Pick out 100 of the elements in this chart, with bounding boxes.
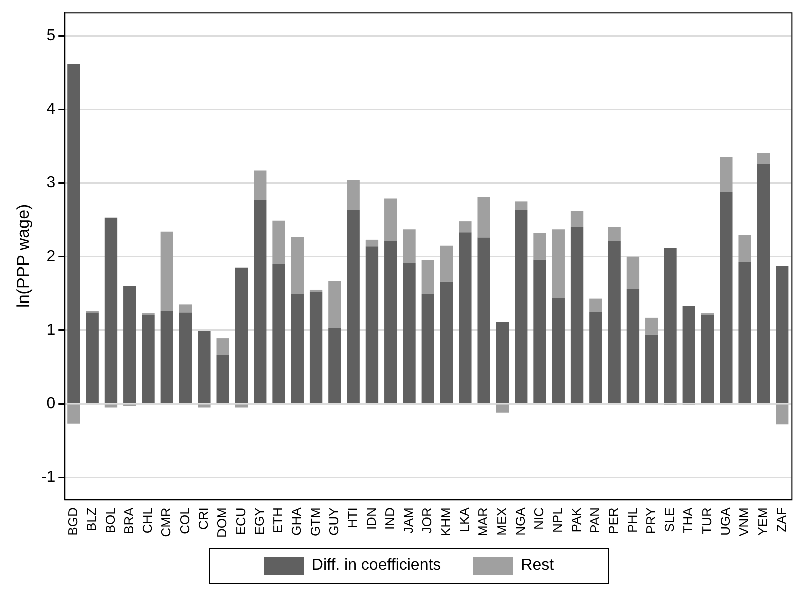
x-tick-label: UGA — [718, 507, 733, 536]
bar — [440, 282, 454, 404]
bar — [124, 286, 136, 404]
bar — [328, 328, 342, 404]
x-tick-label: YEM — [755, 508, 770, 536]
x-tick-label: NIC — [532, 508, 547, 530]
bar — [776, 404, 789, 425]
bar — [608, 241, 621, 404]
bar — [366, 240, 379, 247]
bar — [478, 238, 490, 404]
x-tick-label: KHM — [438, 508, 454, 537]
x-tick-label: DOM — [214, 508, 230, 538]
bar — [626, 289, 640, 404]
bar — [347, 180, 360, 211]
bar — [86, 312, 99, 404]
bar — [738, 262, 752, 404]
x-tick-label: MEX — [494, 507, 510, 536]
bar — [608, 227, 621, 242]
bar — [216, 355, 230, 404]
x-tick-label: IND — [382, 508, 398, 530]
bar — [104, 218, 118, 404]
x-tick-label: GTM — [308, 508, 323, 537]
x-tick-label: GHA — [289, 507, 304, 536]
bar — [570, 211, 584, 228]
x-tick-label: MAR — [476, 508, 491, 537]
y-tick-label: -1 — [41, 469, 56, 486]
bar — [757, 164, 770, 404]
bar — [384, 198, 398, 242]
bar — [552, 230, 565, 298]
bar — [291, 237, 304, 294]
x-tick-label: PAN — [588, 508, 603, 534]
x-tick-label: THA — [680, 507, 696, 534]
x-tick-label: GUY — [326, 507, 342, 536]
bar — [422, 260, 434, 294]
bar — [179, 304, 192, 313]
bar — [682, 306, 696, 404]
x-tick-label: BGD — [66, 508, 81, 536]
bar — [160, 232, 174, 312]
bar — [422, 294, 434, 404]
x-tick-label: CMR — [158, 508, 174, 538]
y-axis-title: ln(PPP wage) — [14, 204, 33, 308]
x-tick-label: BOL — [102, 508, 118, 534]
x-tick-label: ETH — [270, 508, 286, 534]
bar — [216, 338, 230, 356]
bar — [664, 248, 677, 404]
bar — [720, 158, 733, 192]
x-tick-label: BLZ — [84, 508, 100, 532]
x-tick-label: ECU — [233, 508, 248, 536]
bar — [720, 192, 733, 404]
bar — [68, 64, 80, 404]
x-tick-label: IDN — [364, 508, 379, 530]
x-tick-label: COL — [177, 508, 192, 534]
y-tick-label: 1 — [46, 322, 56, 339]
bar — [160, 311, 174, 404]
bar — [478, 197, 490, 238]
y-tick-label: 4 — [46, 101, 56, 118]
bar — [328, 281, 342, 328]
y-tick-label: 2 — [46, 248, 56, 266]
bar — [272, 264, 286, 404]
y-tick-label: 0 — [46, 395, 56, 412]
bar — [384, 241, 398, 404]
bar — [570, 227, 584, 404]
x-tick-label: JOR — [420, 508, 435, 534]
bar — [534, 233, 546, 260]
bar — [142, 314, 155, 404]
x-tick-label: SLE — [662, 507, 678, 532]
x-tick-label: EGY — [252, 507, 267, 536]
bar — [646, 318, 658, 335]
x-tick-label: NGA — [512, 507, 528, 536]
bar — [701, 314, 714, 404]
bar — [68, 404, 80, 424]
bar — [590, 298, 602, 312]
x-tick-label: ZAF — [774, 508, 789, 532]
bar — [757, 153, 770, 164]
x-tick-label: NPL — [550, 508, 566, 533]
x-tick-label: CHL — [140, 508, 156, 534]
bar — [646, 334, 658, 404]
x-tick-label: VNM — [736, 508, 752, 537]
bar — [459, 232, 472, 404]
bar — [776, 266, 789, 404]
legend-label: Diff. in coefficients — [312, 557, 442, 575]
bar — [291, 294, 304, 404]
legend-label: Rest — [521, 557, 554, 575]
bar — [440, 246, 454, 282]
y-tick-label: 5 — [46, 28, 56, 45]
bar — [496, 404, 510, 413]
bar — [403, 230, 416, 264]
bar — [254, 200, 267, 404]
x-tick-label: TUR — [699, 508, 714, 534]
bar — [198, 331, 211, 404]
x-tick-label: CRI — [196, 508, 212, 530]
bar — [552, 298, 565, 404]
x-tick-label: PAK — [568, 507, 584, 533]
bar — [515, 210, 528, 404]
bar — [590, 312, 602, 404]
bar — [179, 312, 192, 404]
bar — [459, 222, 472, 233]
x-tick-label: JAM — [401, 508, 416, 534]
bar — [254, 170, 267, 200]
bar — [515, 202, 528, 211]
